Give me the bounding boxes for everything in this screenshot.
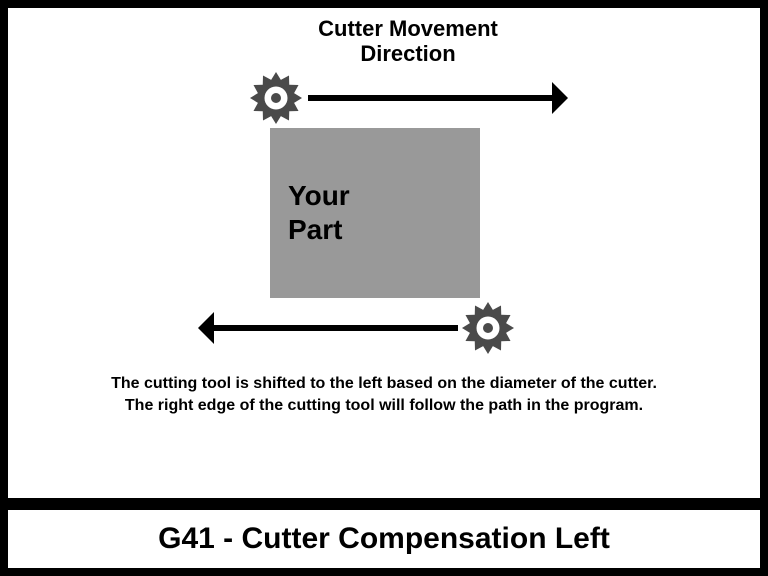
- desc-line1: The cutting tool is shifted to the left …: [38, 373, 730, 395]
- bottom-title: G41 - Cutter Compensation Left: [158, 522, 610, 556]
- arrow-bottom: [180, 307, 476, 349]
- diagram-frame: Cutter Movement Direction Your Part The …: [0, 0, 768, 576]
- part-box: Your Part: [270, 128, 480, 298]
- heading-line2: Direction: [278, 41, 538, 66]
- heading-line1: Cutter Movement: [278, 16, 538, 41]
- part-label-line2: Part: [288, 213, 480, 247]
- part-label-line1: Your: [288, 179, 480, 213]
- bottom-panel: G41 - Cutter Compensation Left: [8, 498, 760, 568]
- movement-heading: Cutter Movement Direction: [278, 16, 538, 67]
- desc-line2: The right edge of the cutting tool will …: [38, 395, 730, 417]
- main-panel: Cutter Movement Direction Your Part The …: [8, 8, 760, 498]
- arrow-top: [290, 77, 586, 119]
- description-text: The cutting tool is shifted to the left …: [8, 373, 760, 416]
